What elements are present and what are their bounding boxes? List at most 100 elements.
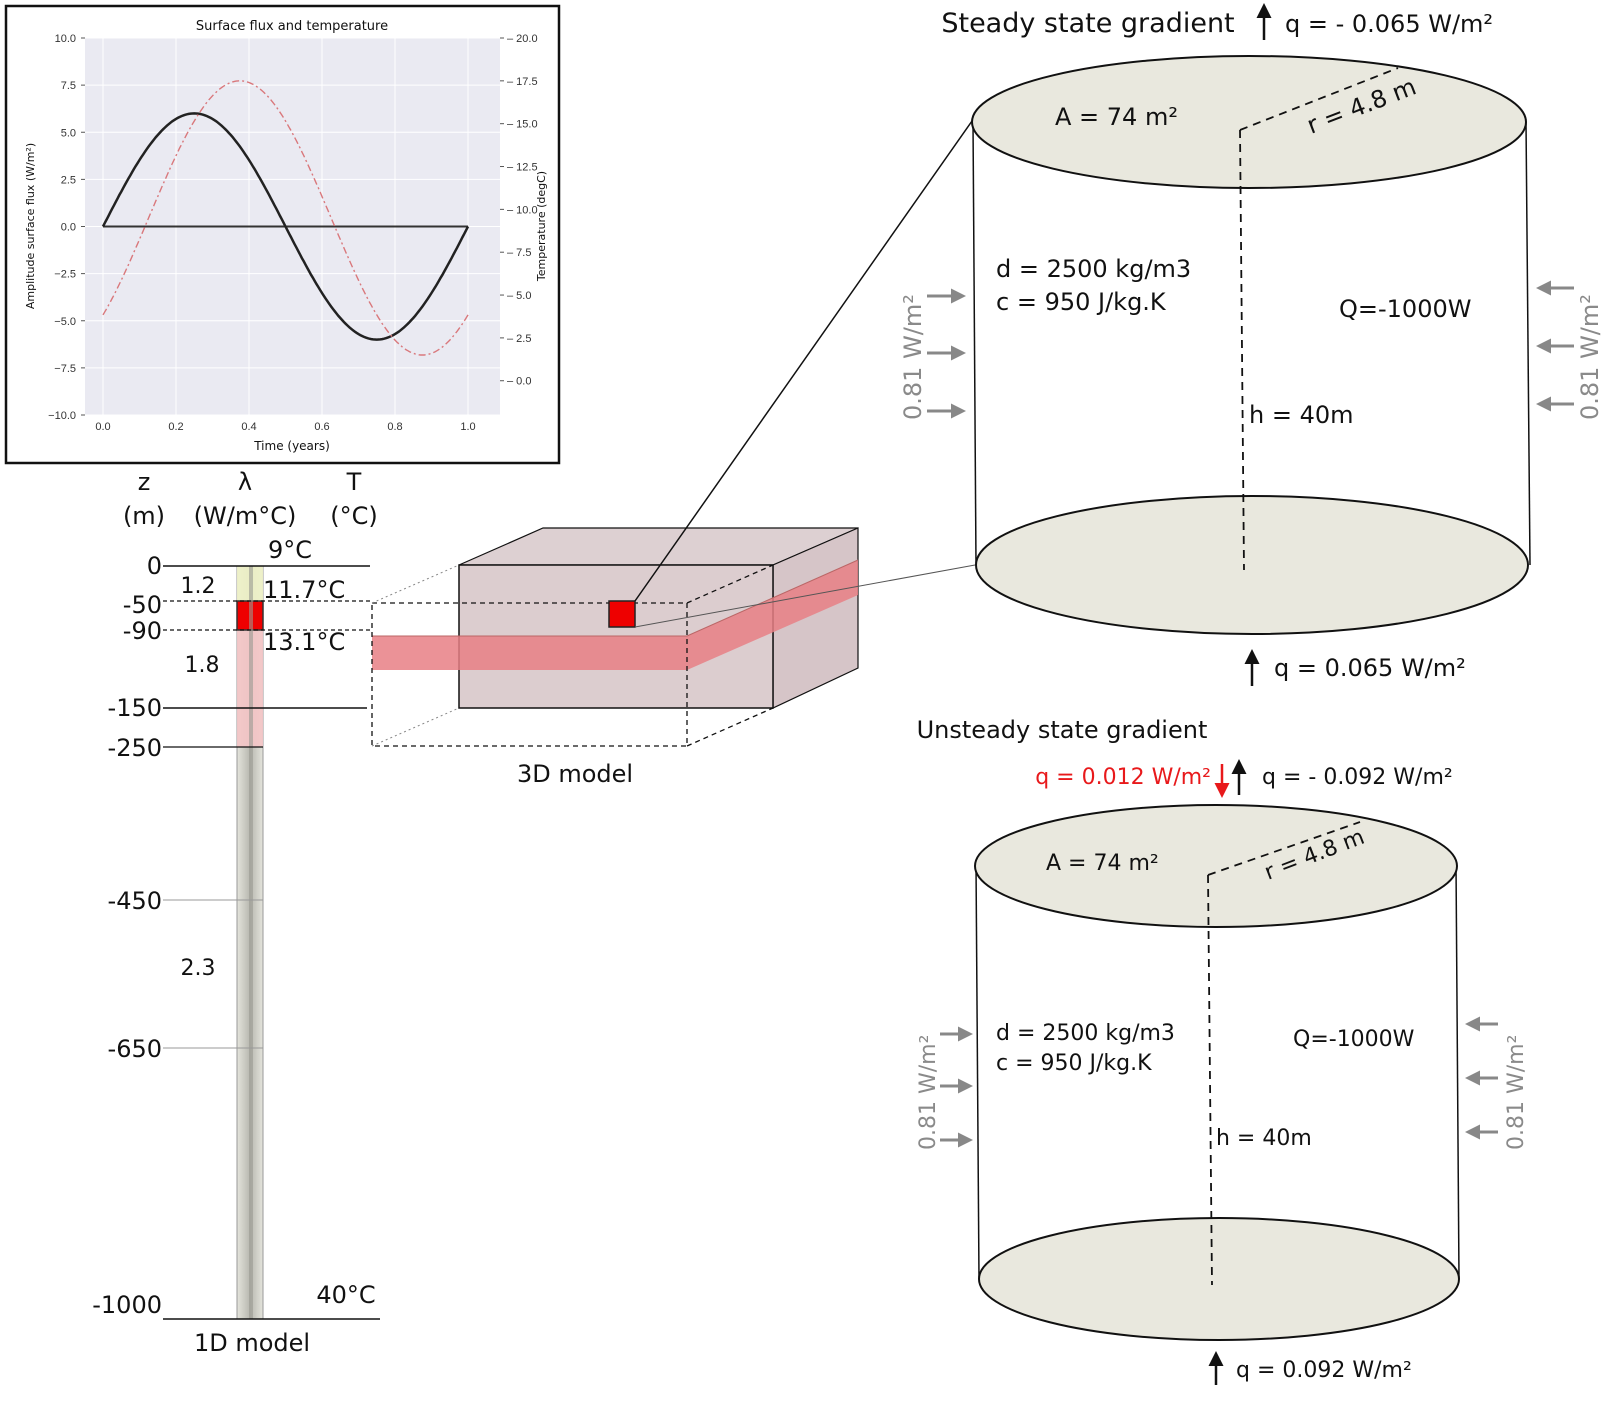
y2-tick-label: – 20.0 (507, 33, 538, 45)
steady-density: d = 2500 kg/m3 (996, 255, 1191, 283)
unsteady-title: Unsteady state gradient (917, 716, 1208, 744)
unsteady-lateral-left: 0.81 W/m² (916, 1035, 941, 1150)
steady-q-bottom: q = 0.065 W/m² (1274, 654, 1466, 682)
steady-top-cap (971, 55, 1527, 189)
three-d-model: 3D model (371, 527, 859, 788)
unsteady-cylinder: Unsteady state gradient q = 0.012 W/m² q… (916, 716, 1529, 1385)
temp-bottom: 40°C (316, 1281, 375, 1309)
red-layer (372, 560, 858, 670)
x-tick-label: 0.0 (95, 421, 110, 433)
steady-height-line (1239, 129, 1245, 571)
unsteady-lateral-right: 0.81 W/m² (1504, 1035, 1529, 1150)
block-dotted-edge-2 (371, 707, 460, 747)
y2-tick-label: – 7.5 (507, 247, 531, 259)
x-tick-label: 1.0 (460, 421, 475, 433)
steady-q-top: q = - 0.065 W/m² (1285, 10, 1493, 38)
temp-surface: 9°C (268, 536, 312, 564)
steady-area: A = 74 m² (1055, 103, 1178, 131)
y2-tick-label: – 17.5 (507, 76, 538, 88)
unsteady-q-top-up: q = - 0.092 W/m² (1262, 765, 1453, 790)
temp-50: 11.7°C (263, 576, 345, 604)
steady-lateral-right: 0.81 W/m² (1576, 294, 1603, 420)
x-tick-label: 0.6 (314, 421, 329, 433)
steady-lateral-left: 0.81 W/m² (899, 294, 927, 420)
block-dotted-edge-1 (371, 564, 460, 604)
header-z: z (138, 468, 151, 496)
steady-cylinder: Steady state gradient q = - 0.065 W/m² A… (899, 3, 1603, 686)
depth-0: 0 (147, 552, 162, 580)
y-tick-label: −2.5 (54, 269, 76, 281)
one-d-label: 1D model (194, 1329, 310, 1357)
depth-150: -150 (108, 694, 162, 722)
block-dashed-edge-2 (686, 707, 774, 747)
layer-edge-slope (686, 559, 859, 637)
y-tick-label: −7.5 (54, 363, 76, 375)
zoom-line-bottom (634, 564, 976, 628)
y-tick-label: 0.0 (61, 222, 76, 234)
steady-title: Steady state gradient (941, 8, 1234, 39)
unsteady-q-top-down: q = 0.012 W/m² (1035, 765, 1211, 790)
unsteady-bottom-cap (978, 1217, 1460, 1341)
y2-tick-label: – 5.0 (507, 290, 531, 302)
steady-wall-right (1525, 121, 1531, 566)
chart-ticks: 0.0 0.2 0.4 0.6 0.8 1.0 10.0 7.5 5.0 2.5 0.0 −2.5 −5… (48, 33, 537, 433)
unsteady-wall-left (975, 863, 980, 1280)
highlight-block-3d (608, 600, 636, 628)
lambda-2: 1.8 (185, 653, 220, 678)
depth-650: -650 (108, 1035, 162, 1063)
zoom-line-top (634, 120, 973, 602)
chart-lines (101, 80, 470, 356)
one-d-model: z (m) λ (W/m°C) T (°C) 0 -50 -90 -150 -2… (92, 468, 380, 1357)
surface-flux-chart: 0.0 0.2 0.4 0.6 0.8 1.0 10.0 7.5 5.0 2.5 0.0 −2.5 −5… (4, 4, 561, 465)
header-lambda-unit: (W/m°C) (194, 502, 297, 530)
steady-wall-left (972, 121, 977, 566)
y2-tick-label: – 15.0 (507, 119, 538, 131)
block-dashed-box (371, 602, 688, 747)
unsteady-height-line (1207, 874, 1213, 1286)
flux-series-line (101, 112, 470, 341)
header-lambda: λ (238, 468, 252, 496)
chart-y2-label: Temperature (degC) (535, 171, 548, 282)
unsteady-q-bottom: q = 0.092 W/m² (1236, 1358, 1412, 1383)
y2-tick-label: – 12.5 (507, 162, 538, 174)
header-t-unit: (°C) (330, 502, 377, 530)
unsteady-area: A = 74 m² (1046, 851, 1159, 876)
x-tick-label: 0.4 (241, 421, 256, 433)
block-dashed-edge-1 (686, 564, 774, 604)
y-tick-label: −10.0 (48, 410, 76, 422)
chart-x-label: Time (years) (253, 439, 330, 453)
depth-450: -450 (108, 887, 162, 915)
y2-tick-label: – 0.0 (507, 376, 531, 388)
depth-50: -50 (123, 591, 162, 619)
unsteady-power: Q=-1000W (1293, 1027, 1415, 1052)
y2-tick-label: – 10.0 (507, 204, 538, 216)
unsteady-density: d = 2500 kg/m3 (996, 1021, 1175, 1046)
steady-bottom-cap (975, 495, 1529, 635)
lambda-1: 1.2 (181, 574, 216, 599)
header-z-unit: (m) (123, 502, 165, 530)
y-tick-label: 7.5 (61, 80, 76, 92)
unsteady-heat-capacity: c = 950 J/kg.K (996, 1051, 1152, 1076)
chart-y-label: Amplitude surface flux (W/m²) (24, 143, 37, 309)
y-tick-label: 2.5 (61, 174, 76, 186)
y-tick-label: 10.0 (55, 33, 76, 45)
steady-power: Q=-1000W (1339, 295, 1471, 323)
unsteady-height: h = 40m (1216, 1126, 1312, 1151)
steady-height: h = 40m (1249, 401, 1354, 429)
steady-radius-line (1239, 67, 1399, 131)
y-tick-label: 5.0 (61, 127, 76, 139)
three-d-label: 3D model (517, 760, 633, 788)
x-tick-label: 0.8 (387, 421, 402, 433)
steady-heat-capacity: c = 950 J/kg.K (996, 288, 1167, 316)
temp-90: 13.1°C (263, 628, 345, 656)
y2-tick-label: – 2.5 (507, 333, 531, 345)
lambda-3: 2.3 (181, 956, 216, 981)
unsteady-top-cap (974, 804, 1458, 928)
unsteady-wall-right (1455, 863, 1460, 1280)
temperature-series-line (102, 80, 469, 356)
depth-1000: -1000 (92, 1291, 162, 1319)
header-t: T (346, 468, 362, 496)
chart-title: Surface flux and temperature (196, 19, 388, 34)
depth-250: -250 (108, 734, 162, 762)
